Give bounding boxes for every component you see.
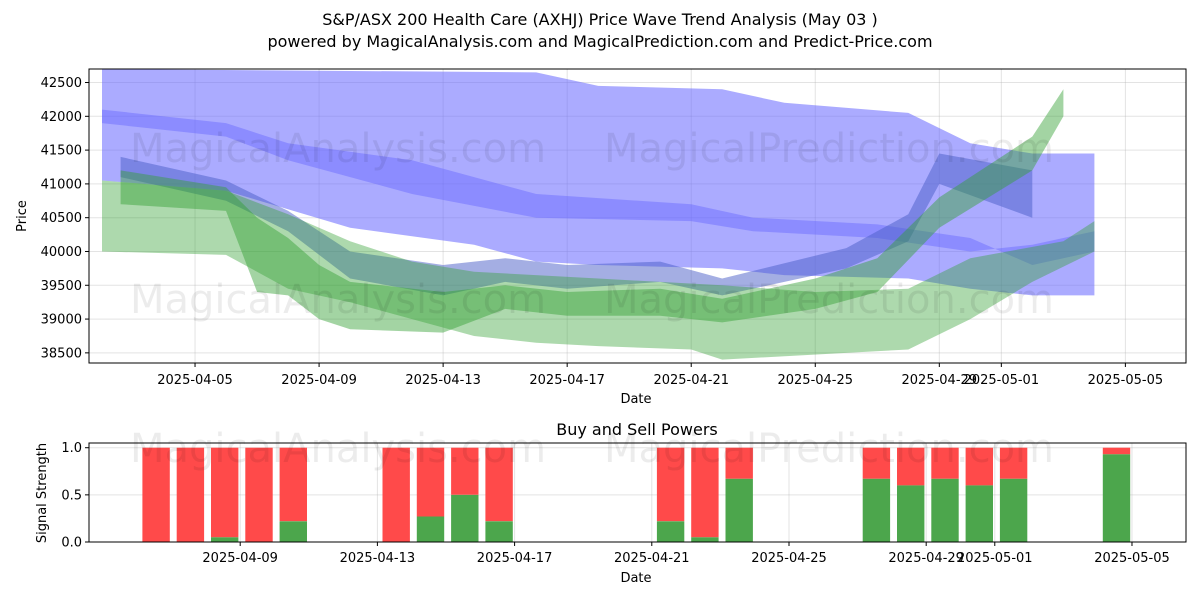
watermark-top-right: MagicalPrediction.com [604,126,1054,172]
signal-x-tick-label: 2025-04-13 [340,551,416,566]
signal-x-tick-label: 2025-04-21 [614,551,690,566]
price-y-tick-label: 40500 [41,211,82,226]
price-x-tick-label: 2025-04-09 [281,373,357,388]
buy-bar [691,537,719,542]
price-y-tick-label: 42000 [41,110,82,125]
sell-bar [245,447,273,542]
signal-axes-frame [88,442,1187,543]
sell-bar [965,447,993,486]
signal-x-tick-label: 2025-05-01 [957,551,1033,566]
signal-y-ticks: 0.0 0.5 1.0 [61,441,89,551]
signal-x-tick-label: 2025-04-17 [477,551,553,566]
signal-x-ticks: 2025-04-09 2025-04-13 2025-04-17 2025-04-21… [202,542,1170,566]
band-blue-lower [102,109,1095,265]
price-y-tick-label: 39000 [41,313,82,328]
buy-bar [897,485,925,542]
signal-y-tick-label: 1.0 [61,441,82,456]
sell-bar [656,447,685,522]
buy-bar [725,478,753,542]
sell-bar [691,447,719,538]
watermark-bottom-right: MagicalPrediction.com [604,426,1054,472]
sell-bar [416,447,445,517]
signal-x-tick-label: 2025-04-29 [888,551,964,566]
buy-bar [656,521,685,542]
price-chart-panel: MagicalAnalysis.com MagicalPrediction.co… [15,68,1187,407]
title-line1: S&P/ASX 200 Health Care (AXHJ) Price Wav… [322,10,878,29]
price-y-tick-label: 42500 [41,76,82,91]
buy-bar [211,537,239,542]
price-x-tick-label: 2025-04-21 [653,373,729,388]
buy-bar [862,478,891,542]
price-y-ticks: 38500 39000 39500 40000 40500 41000 41500 42000… [41,76,89,361]
buy-bar [451,494,479,542]
sell-bar [931,447,959,479]
title-line2: powered by MagicalAnalysis.com and Magic… [267,32,932,51]
signal-x-tick-label: 2025-05-05 [1094,551,1170,566]
price-x-tick-label: 2025-05-05 [1088,373,1164,388]
signal-chart-panel: Buy and Sell Powers MagicalAnalysis.com … [35,420,1187,586]
sell-bar [176,447,205,542]
price-x-tick-label: 2025-05-01 [964,373,1040,388]
price-y-tick-label: 41000 [41,177,82,192]
buy-bar [965,485,993,542]
price-y-tick-label: 38500 [41,346,82,361]
price-x-tick-label: 2025-04-17 [529,373,605,388]
signal-y-tick-label: 0.5 [61,488,82,503]
price-y-label: Price [15,200,30,232]
price-x-label: Date [620,392,651,407]
signal-bars [142,447,1131,542]
price-band-group [102,69,1095,360]
sell-bar [485,447,513,522]
buy-bar [931,478,959,542]
sell-bar [725,447,753,479]
buy-bar [999,478,1028,542]
sell-bar [999,447,1028,479]
signal-x-tick-label: 2025-04-09 [202,551,278,566]
sell-bar [862,447,891,479]
watermark-bottom-left: MagicalAnalysis.com [130,426,546,472]
sell-bar [382,447,410,542]
sell-bar [211,447,239,538]
price-axes-frame [88,68,1187,364]
price-x-ticks: 2025-04-05 2025-04-09 2025-04-13 2025-04-17… [157,363,1163,388]
signal-x-label: Date [620,571,651,586]
buy-bar [1102,454,1131,542]
band-blue-upper [102,69,1095,296]
price-x-tick-label: 2025-04-29 [902,373,978,388]
sell-bar [897,447,925,486]
price-x-tick-label: 2025-04-05 [157,373,233,388]
price-x-tick-label: 2025-04-25 [777,373,853,388]
price-y-tick-label: 39500 [41,279,82,294]
price-bands [102,69,1095,360]
signal-y-tick-label: 0.0 [61,536,82,551]
buy-bar [279,521,307,542]
price-y-tick-label: 41500 [41,144,82,159]
price-y-tick-label: 40000 [41,245,82,260]
band-green-main [102,180,1095,360]
sell-bar [142,447,170,542]
signal-chart-title: Buy and Sell Powers [556,420,718,439]
sell-bar [451,447,479,495]
signal-x-tick-label: 2025-04-25 [751,551,827,566]
watermark-mid-left: MagicalAnalysis.com [130,277,546,323]
price-x-tick-label: 2025-04-13 [405,373,481,388]
watermark-top-left: MagicalAnalysis.com [130,126,546,172]
buy-bar [485,521,513,542]
sell-bar [1102,447,1131,455]
watermark-mid-right: MagicalPrediction.com [604,277,1054,323]
buy-bar [416,516,445,542]
sell-bar [279,447,307,522]
band-blue-wave [120,153,1033,296]
signal-y-label: Signal Strength [35,443,50,543]
